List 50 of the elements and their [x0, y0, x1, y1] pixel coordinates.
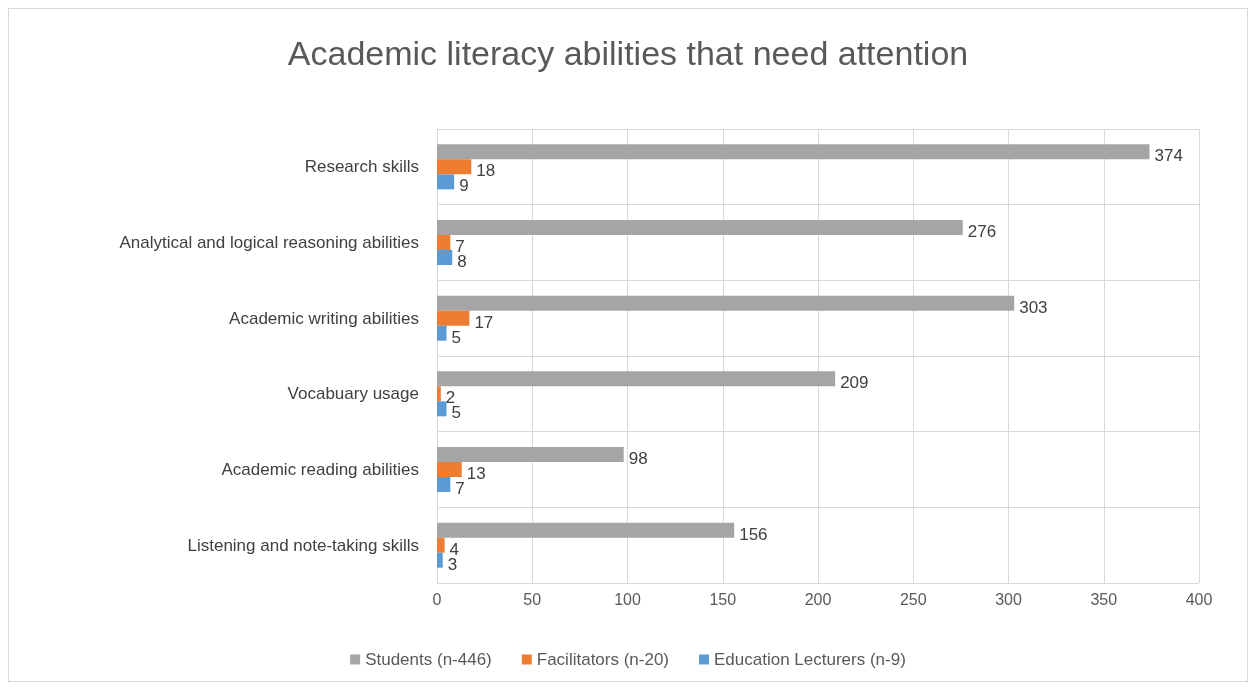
data-label: 7: [455, 479, 465, 498]
legend-label: Education Lecturers (n-9): [714, 650, 906, 669]
bar: [437, 447, 624, 462]
bar: [437, 250, 453, 265]
data-label: 17: [474, 312, 494, 332]
x-tick-label: 200: [804, 590, 832, 608]
x-tick-label: 400: [1185, 590, 1213, 608]
bar: [437, 537, 445, 553]
bar: [437, 295, 1015, 311]
data-label: 209: [840, 373, 869, 393]
x-tick-label: 300: [995, 590, 1022, 608]
data-label: 98: [628, 449, 648, 468]
x-tick-label: 0: [432, 590, 442, 608]
bar: [437, 220, 963, 235]
bar: [437, 386, 441, 402]
bar: [437, 462, 462, 477]
data-label: 156: [739, 524, 768, 544]
x-tick-label: 150: [709, 590, 737, 608]
bar: [437, 159, 472, 175]
bar: [437, 477, 451, 492]
x-tick-label: 250: [899, 590, 927, 608]
y-tick-label: Listening and note-taking skills: [187, 535, 419, 555]
data-label: 276: [967, 222, 997, 241]
data-label: 5: [451, 327, 461, 347]
x-tick-label: 100: [614, 590, 641, 608]
data-label: 374: [1154, 146, 1183, 166]
data-label: 303: [1019, 297, 1048, 317]
bar: [437, 522, 735, 538]
data-label: 9: [459, 176, 469, 196]
bar: [437, 371, 836, 387]
bar: [437, 325, 447, 341]
legend-label: Facilitators (n-20): [536, 650, 670, 669]
chart-title: Academic literacy abilities that need attention: [287, 34, 969, 72]
bar: [437, 552, 443, 568]
data-label: 13: [466, 464, 486, 483]
bar: [437, 144, 1150, 160]
bar: [437, 235, 451, 250]
x-tick-label: 50: [523, 590, 542, 608]
bar: [437, 401, 447, 417]
data-label: 5: [451, 403, 461, 423]
y-tick-label: Vocabuary usage: [287, 384, 419, 404]
data-label: 18: [476, 161, 496, 181]
y-tick-label: Academic writing abilities: [229, 308, 419, 328]
y-tick-label: Research skills: [304, 157, 419, 177]
bar: [437, 310, 470, 326]
y-tick-label: Academic reading abilities: [221, 460, 419, 479]
x-tick-label: 350: [1090, 590, 1118, 608]
y-tick-label: Analytical and logical reasoning abilities: [119, 233, 419, 252]
legend-label: Students (n-446): [365, 650, 492, 669]
bar: [437, 174, 455, 190]
